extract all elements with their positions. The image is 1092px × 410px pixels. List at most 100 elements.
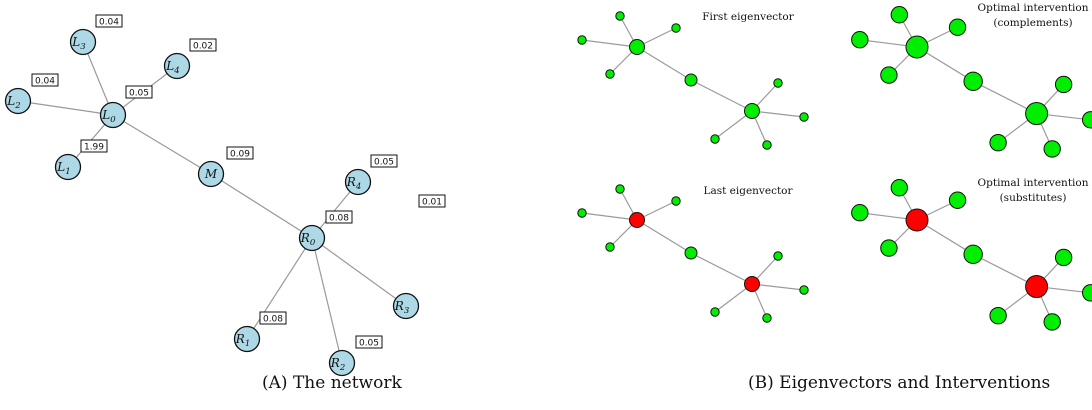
network-edges — [17, 41, 407, 364]
weight-value: 0.05 — [359, 338, 379, 348]
node-L3 — [615, 184, 625, 194]
node-M — [963, 244, 983, 265]
node-label: L0 — [101, 108, 116, 125]
edge-M-R0 — [690, 79, 753, 112]
node-circle — [4, 87, 32, 115]
node-label: M — [204, 167, 218, 181]
node-label: R3 — [394, 299, 409, 316]
network-panel: L0 L1 L2 L3 L4 M R0 R1 R2 R3 R4 0.04 0.02 0.04 0.05 1.… — [4, 14, 446, 377]
subplot-first: First eigenvector — [577, 11, 809, 150]
node-L1 — [880, 66, 898, 84]
edge-R0-R3 — [751, 283, 805, 291]
node-L1 — [880, 239, 898, 257]
node-L2 — [851, 204, 869, 222]
weight-value: 0.04 — [99, 17, 119, 27]
weight-box — [418, 194, 446, 208]
edge-L0-M — [112, 114, 212, 175]
weight-label-M: 0.09 — [226, 146, 254, 160]
node-L3 — [890, 6, 909, 24]
weight-label-L0: 0.05 — [125, 85, 153, 99]
edge-L0-L2 — [581, 39, 638, 48]
node-L2: L2 — [4, 87, 32, 115]
node-circle — [163, 52, 191, 80]
node-label: L4 — [165, 59, 179, 76]
node-L2 — [851, 31, 869, 49]
node-R3 — [1081, 284, 1092, 302]
weight-value: 0.01 — [422, 197, 442, 207]
edge-M-R0 — [972, 80, 1037, 115]
node-circle — [392, 292, 420, 320]
caption-a: (A) The network — [262, 373, 402, 393]
node-L4 — [948, 18, 967, 36]
weight-label-L4: 0.02 — [189, 38, 217, 52]
node-circle — [233, 325, 261, 353]
weight-value: 1.99 — [84, 142, 104, 152]
node-L0 — [905, 35, 929, 59]
node-R1 — [710, 134, 720, 144]
weight-box — [80, 139, 108, 153]
node-L3 — [890, 179, 909, 197]
node-L4: L4 — [163, 52, 191, 80]
node-R4 — [1054, 75, 1073, 94]
node-R3 — [799, 285, 809, 295]
edge-M-R0 — [972, 253, 1037, 288]
node-circle — [344, 168, 372, 196]
node-label: R2 — [330, 356, 345, 373]
weight-value: 0.08 — [329, 213, 349, 223]
edge-L0-L2 — [17, 100, 114, 116]
weight-box — [31, 73, 59, 87]
node-label: L1 — [56, 160, 70, 177]
node-R2 — [1043, 140, 1061, 158]
weight-box — [226, 146, 254, 160]
network-nodes: L0 L1 L2 L3 L4 M R0 R1 R2 R3 R4 — [4, 28, 420, 377]
caption-b: (B) Eigenvectors and Interventions — [748, 373, 1050, 393]
subplot-title: Optimal intervention — [978, 177, 1089, 189]
weight-value: 0.09 — [230, 149, 250, 159]
weight-label-L1: 1.99 — [80, 139, 108, 153]
weight-box — [259, 311, 287, 325]
caption-a-text: The network — [292, 373, 402, 393]
node-R2 — [762, 140, 772, 150]
node-M: M — [197, 160, 225, 188]
weight-value: 0.05 — [129, 88, 149, 98]
subplot-title: Optimal intervention — [978, 2, 1089, 14]
subplot-substitutes: Optimal intervention (substitutes) — [851, 177, 1092, 331]
node-L3: L3 — [69, 28, 97, 56]
eigenvector-panels: First eigenvector Optimal intervention (co… — [577, 2, 1092, 331]
edge-R0-R2 — [311, 237, 343, 364]
weight-value: 0.05 — [374, 157, 394, 167]
node-circle — [69, 28, 97, 56]
edge-L0-M — [636, 219, 692, 254]
edge-M-R0 — [690, 252, 753, 285]
node-circle — [328, 349, 356, 377]
node-M — [684, 246, 698, 260]
node-R1 — [989, 133, 1007, 152]
node-L4 — [671, 23, 681, 33]
weight-box — [125, 85, 153, 99]
node-label: L2 — [6, 94, 20, 111]
edge-R0-R3 — [751, 110, 805, 118]
weight-value: 0.04 — [35, 76, 55, 86]
node-M — [963, 71, 983, 92]
node-L4 — [671, 196, 681, 206]
weight-box — [370, 154, 398, 168]
node-L1: L1 — [54, 153, 82, 181]
node-R3 — [799, 112, 809, 122]
node-R3: R3 — [392, 292, 420, 320]
node-R0: R0 — [298, 224, 326, 252]
subplot-title: First eigenvector — [702, 11, 794, 23]
weight-box — [95, 14, 123, 28]
edge-M-R0 — [210, 173, 313, 239]
node-R1 — [710, 307, 720, 317]
node-label: R0 — [300, 231, 316, 248]
node-R0 — [744, 276, 760, 292]
node-L1 — [605, 69, 615, 79]
node-L0 — [905, 208, 929, 232]
node-R0 — [1025, 102, 1049, 126]
node-R4 — [773, 78, 783, 88]
caption-b-tag: (B) — [748, 373, 774, 393]
weight-label-L3: 0.04 — [95, 14, 123, 28]
node-L0 — [629, 212, 645, 228]
weight-label-R1: 0.08 — [259, 311, 287, 325]
weight-label-R0: 0.08 — [325, 210, 353, 224]
